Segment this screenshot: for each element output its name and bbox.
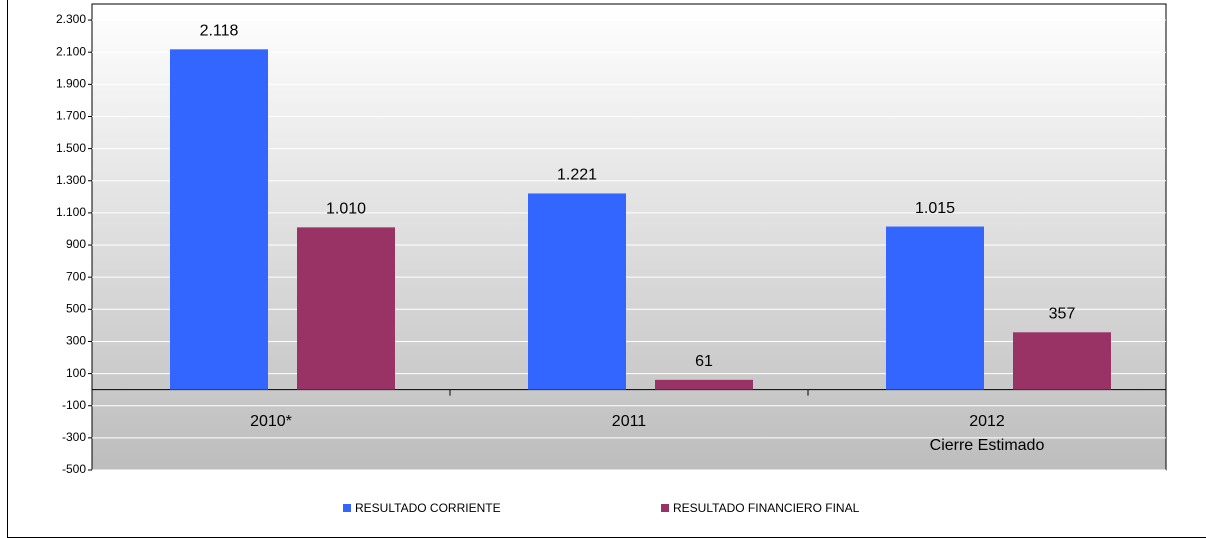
value-label: 1.221: [557, 167, 597, 184]
x-tick-label: 2012 Cierre Estimado: [929, 412, 1045, 454]
y-tick-label: 300: [66, 334, 86, 348]
y-tick-label: 500: [66, 301, 86, 315]
y-tick-label: 100: [66, 366, 86, 380]
y-tick-label: -100: [62, 398, 86, 412]
y-tick-label: 900: [66, 237, 86, 251]
y-tick-label: 1.100: [56, 205, 86, 219]
y-tick-label: 2.300: [56, 12, 86, 26]
bar: [528, 193, 626, 390]
y-tick-label: -300: [62, 430, 86, 444]
legend-swatch: [661, 504, 669, 512]
y-tick-label: 1.300: [56, 173, 86, 187]
y-tick-label: 700: [66, 269, 86, 283]
legend-label: RESULTADO CORRIENTE: [355, 501, 501, 515]
bar: [170, 49, 268, 390]
value-label: 1.015: [915, 200, 955, 217]
legend-swatch: [343, 504, 351, 512]
y-tick-label: -500: [62, 462, 86, 476]
bar: [886, 226, 984, 390]
x-tick-label: 2010*: [250, 412, 292, 430]
y-tick-label: 1.900: [56, 77, 86, 91]
y-tick-label: 1.500: [56, 141, 86, 155]
value-label: 357: [1049, 306, 1076, 323]
x-tick-label: 2011: [611, 412, 647, 430]
value-label: 1.010: [326, 201, 366, 218]
value-label: 61: [695, 353, 713, 370]
bar: [1013, 332, 1111, 390]
bar: [297, 227, 395, 390]
value-label: 2.118: [200, 23, 239, 40]
y-tick-label: 1.700: [56, 109, 86, 123]
y-tick-label: 2.100: [56, 44, 86, 58]
bar: [655, 379, 753, 390]
legend-label: RESULTADO FINANCIERO FINAL: [673, 501, 860, 515]
plot-area: [91, 3, 1167, 471]
